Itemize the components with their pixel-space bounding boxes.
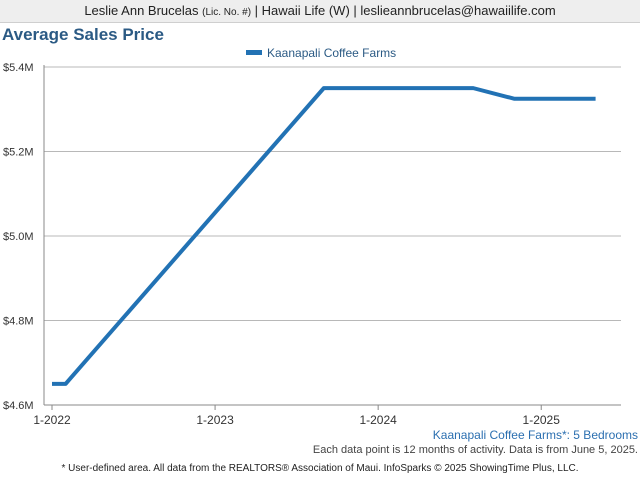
y-tick-label: $5.4M (3, 62, 34, 74)
x-tick-labels: 1-2022 1-2023 1-2024 1-2025 (33, 413, 560, 427)
agent-header: Leslie Ann Brucelas (Lic. No. #) | Hawai… (0, 0, 640, 23)
y-tick-label: $5.2M (3, 147, 34, 159)
chart-subtitle: Kaanapali Coffee Farms*: 5 Bedrooms (432, 428, 638, 442)
grid-lines (44, 66, 621, 406)
y-tick-label: $4.6M (3, 400, 34, 412)
x-tick-label: 1-2024 (359, 413, 397, 427)
legend: Kaanapali Coffee Farms (246, 46, 396, 60)
y-tick-label: $5.0M (3, 231, 34, 243)
agent-contact: | Hawaii Life (W) | leslieannbrucelas@ha… (254, 3, 556, 18)
series-layer (52, 86, 596, 386)
axes (43, 65, 621, 410)
y-tick-labels: $4.6M $4.8M $5.0M $5.2M $5.4M (3, 62, 34, 412)
data-note: Each data point is 12 months of activity… (312, 444, 638, 456)
license-number: (Lic. No. #) (202, 7, 252, 18)
chart-title: Average Sales Price (2, 25, 164, 44)
legend-swatch (246, 50, 262, 55)
x-tick-label: 1-2023 (196, 413, 234, 427)
agent-name: Leslie Ann Brucelas (84, 3, 199, 18)
legend-label: Kaanapali Coffee Farms (267, 46, 396, 60)
footer-disclaimer: * User-defined area. All data from the R… (61, 463, 579, 474)
y-tick-label: $4.8M (3, 316, 34, 328)
x-tick-label: 1-2025 (523, 413, 561, 427)
series-line (52, 86, 596, 386)
x-tick-label: 1-2022 (33, 413, 71, 427)
